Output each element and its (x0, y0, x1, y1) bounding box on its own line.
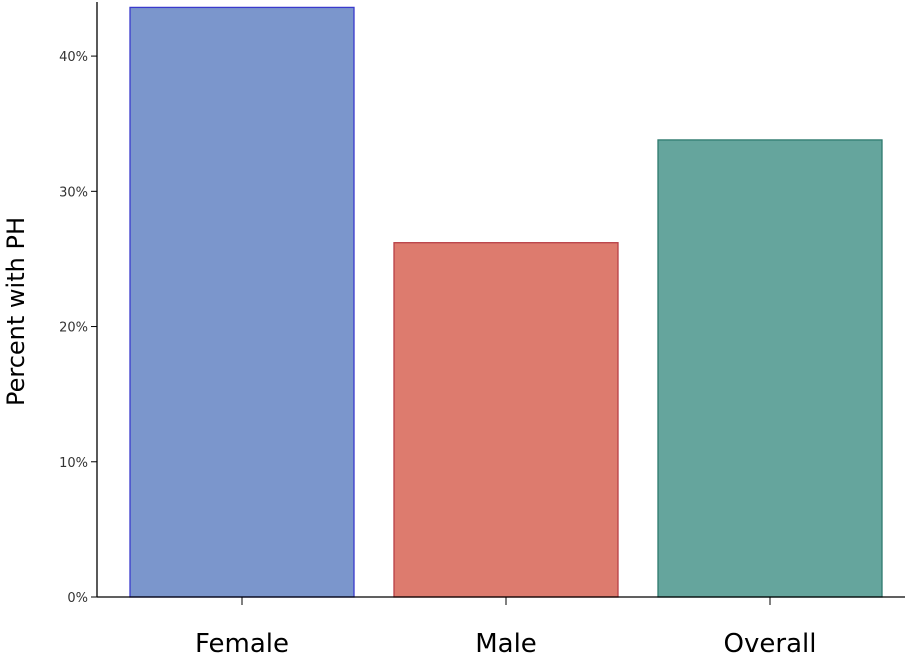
bar-overall (657, 139, 883, 598)
x-axis-ticks: Female Male Overall (195, 597, 816, 659)
x-tick-label: Female (195, 629, 289, 659)
y-axis-ticks: 0% 10% 20% 30% 40% (59, 50, 97, 606)
y-tick-label: 30% (59, 185, 88, 200)
bars (129, 6, 883, 598)
y-tick-label: 20% (59, 321, 88, 336)
bar-male (393, 242, 619, 598)
x-tick-label: Overall (724, 629, 817, 659)
x-tick-label: Male (475, 629, 537, 659)
y-tick-label: 40% (59, 50, 88, 65)
y-tick-label: 0% (67, 591, 88, 606)
y-axis-label: Percent with PH (2, 217, 30, 406)
bar-female (129, 6, 355, 598)
y-tick-label: 10% (59, 456, 88, 471)
